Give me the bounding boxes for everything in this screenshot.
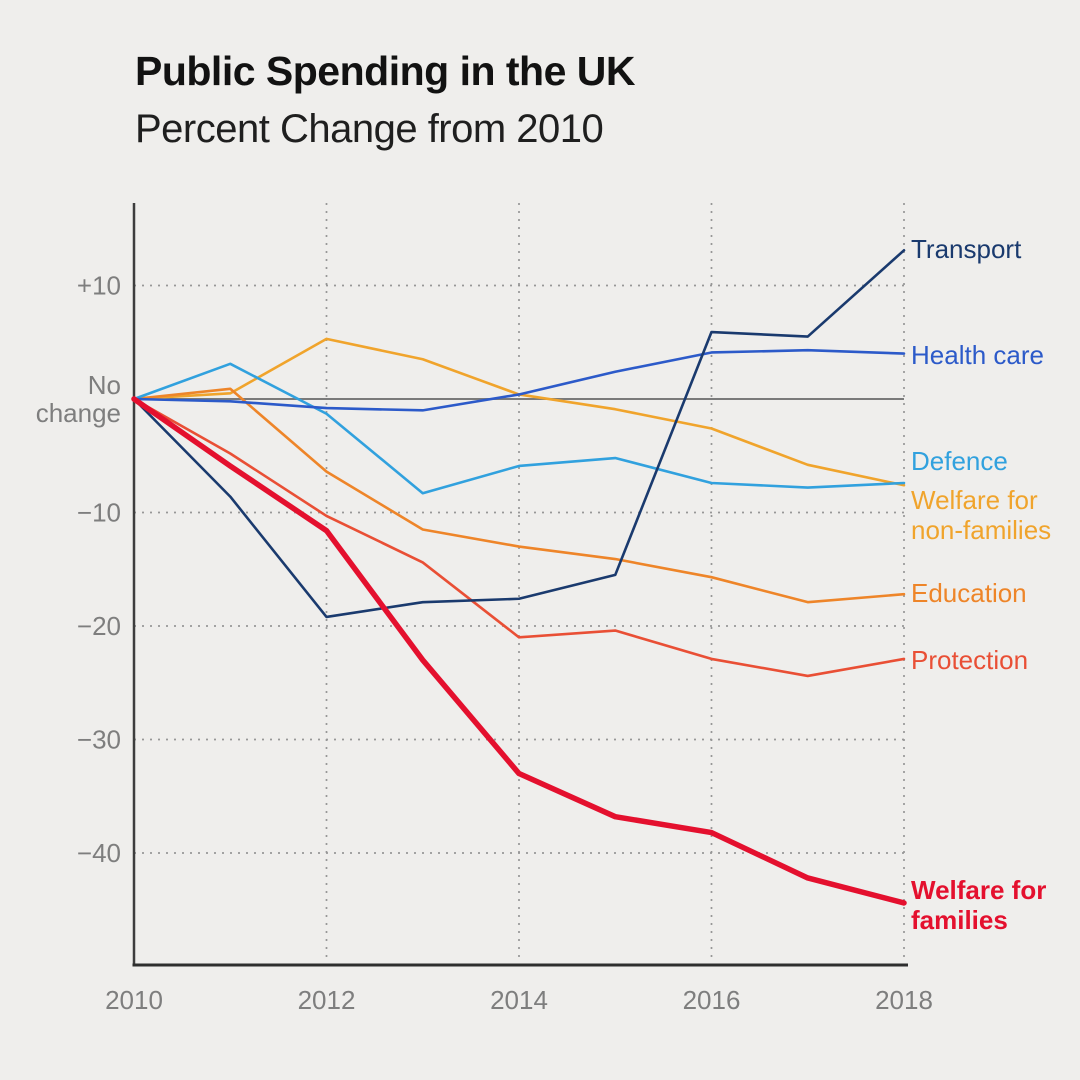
y-tick-label--10: +10 — [77, 271, 121, 301]
series-label-welfare-for-non-families: non-families — [911, 515, 1051, 545]
series-line-health-care — [132, 348, 906, 412]
series-label-protection: Protection — [911, 645, 1028, 675]
chart-subtitle: Percent Change from 2010 — [135, 107, 604, 151]
series-line-defence — [132, 362, 906, 495]
x-tick-label-2014: 2014 — [490, 985, 548, 1015]
series-label-defence: Defence — [911, 446, 1008, 476]
x-tick-label-2010: 2010 — [105, 985, 163, 1015]
y-tick-label--30: −30 — [77, 725, 121, 755]
y-tick-label-no-change: change — [36, 398, 121, 428]
y-tick-label--20: −20 — [77, 611, 121, 641]
x-tick-label-2012: 2012 — [298, 985, 356, 1015]
series-line-transport — [132, 249, 906, 619]
series-label-health-care: Health care — [911, 340, 1044, 370]
chart-title: Public Spending in the UK — [135, 48, 636, 94]
x-tick-label-2018: 2018 — [875, 985, 933, 1015]
series-line-education — [132, 387, 906, 604]
series-label-welfare-for-families: families — [911, 905, 1008, 935]
y-tick-label-no-change: No — [88, 370, 121, 400]
series-label-welfare-for-non-families: Welfare for — [911, 485, 1038, 515]
series-line-welfare-for-families — [131, 396, 907, 906]
series-line-protection — [132, 397, 906, 678]
series-label-transport: Transport — [911, 234, 1022, 264]
series-label-welfare-for-families: Welfare for — [911, 875, 1046, 905]
series-label-education: Education — [911, 578, 1027, 608]
y-tick-label--40: −40 — [77, 838, 121, 868]
y-tick-label--10: −10 — [77, 498, 121, 528]
x-tick-label-2016: 2016 — [683, 985, 741, 1015]
